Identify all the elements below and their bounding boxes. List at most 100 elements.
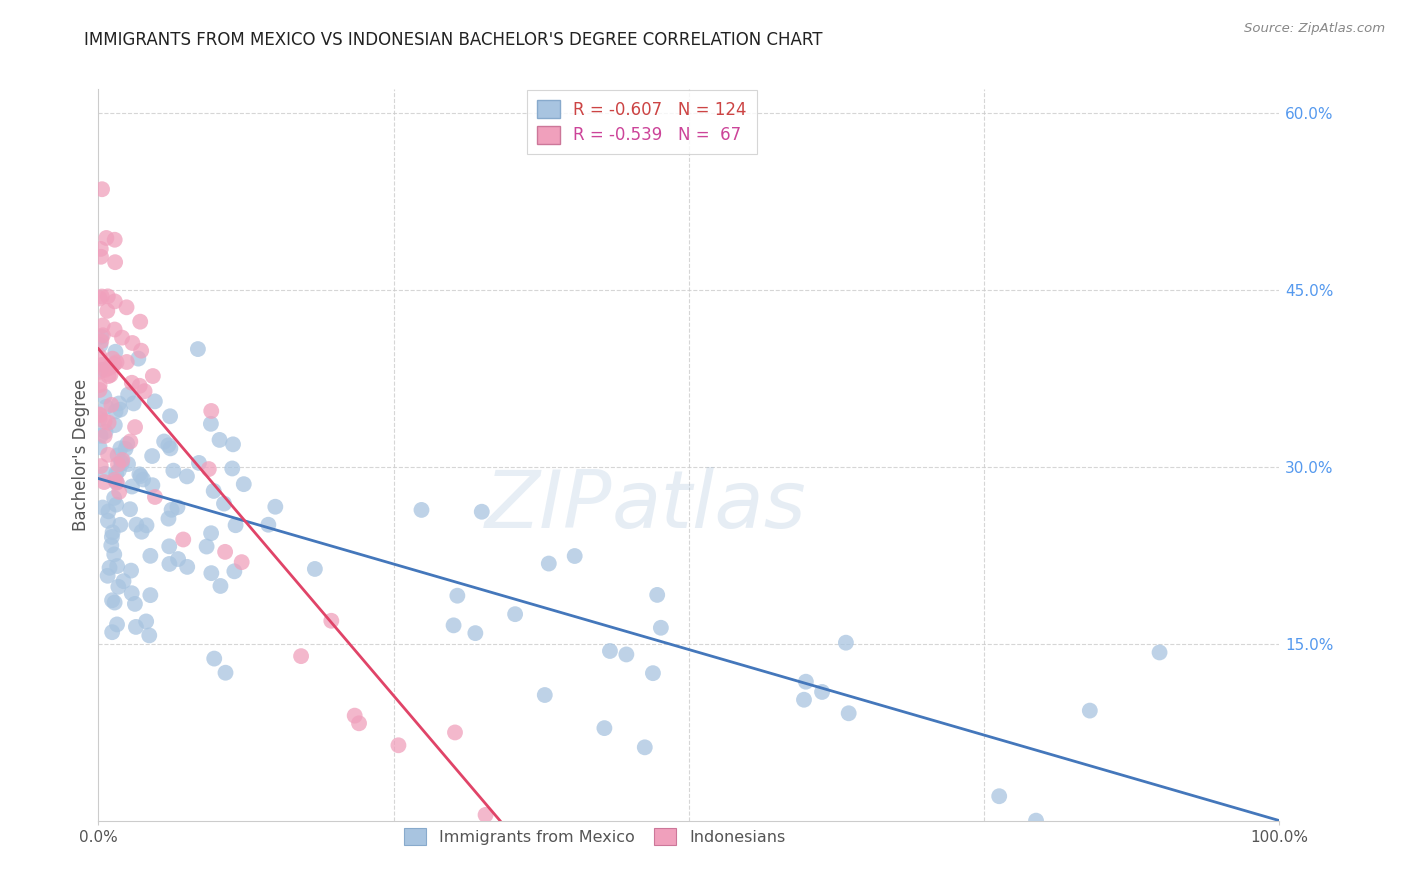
Point — [117, 457, 139, 471]
Point — [89, 365, 111, 379]
Point — [634, 740, 657, 755]
Point — [212, 497, 235, 511]
Point — [503, 607, 526, 622]
Point — [107, 458, 129, 472]
Point — [91, 358, 114, 372]
Point — [138, 628, 160, 642]
Point — [139, 588, 162, 602]
Point — [131, 524, 153, 539]
Point — [129, 343, 152, 358]
Point — [387, 739, 409, 753]
Point — [172, 533, 194, 547]
Text: Source: ZipAtlas.com: Source: ZipAtlas.com — [1244, 22, 1385, 36]
Point — [120, 434, 142, 449]
Point — [104, 473, 127, 487]
Point — [121, 479, 143, 493]
Point — [101, 525, 124, 540]
Point — [101, 625, 124, 640]
Point — [103, 357, 125, 371]
Point — [200, 417, 222, 431]
Point — [221, 461, 243, 475]
Point — [98, 561, 121, 575]
Point — [89, 408, 111, 422]
Point — [103, 547, 125, 561]
Point — [104, 344, 127, 359]
Point — [105, 475, 128, 490]
Point — [97, 416, 120, 430]
Point — [176, 469, 198, 483]
Point — [97, 568, 120, 582]
Point — [141, 478, 163, 492]
Point — [411, 503, 433, 517]
Point — [304, 562, 326, 576]
Point — [127, 351, 149, 366]
Point — [100, 368, 122, 382]
Point — [89, 408, 111, 422]
Point — [89, 292, 111, 306]
Point — [101, 359, 124, 373]
Point — [162, 464, 184, 478]
Point — [224, 564, 246, 578]
Point — [105, 467, 128, 481]
Text: atlas: atlas — [612, 467, 807, 545]
Point — [159, 442, 181, 456]
Point — [835, 636, 858, 650]
Point — [166, 500, 188, 515]
Point — [159, 409, 181, 424]
Point — [105, 355, 128, 369]
Point — [101, 351, 124, 366]
Point — [128, 467, 150, 482]
Point — [90, 459, 112, 474]
Text: ZIP: ZIP — [485, 467, 612, 545]
Point — [103, 491, 125, 505]
Point — [110, 455, 132, 469]
Point — [94, 363, 117, 377]
Point — [107, 580, 129, 594]
Point — [231, 555, 253, 569]
Point — [89, 412, 111, 426]
Point — [94, 425, 117, 439]
Point — [90, 242, 112, 256]
Point — [471, 505, 494, 519]
Point — [97, 289, 120, 303]
Point — [225, 518, 247, 533]
Point — [117, 437, 139, 451]
Point — [143, 490, 166, 504]
Point — [290, 649, 312, 664]
Point — [257, 517, 280, 532]
Point — [90, 289, 112, 303]
Point — [104, 233, 127, 247]
Point — [811, 685, 834, 699]
Point — [142, 369, 165, 384]
Point — [157, 511, 180, 525]
Point — [200, 566, 222, 581]
Point — [202, 651, 225, 665]
Point — [533, 688, 555, 702]
Point — [120, 564, 142, 578]
Point — [89, 440, 111, 454]
Point — [90, 250, 112, 264]
Point — [97, 504, 120, 518]
Point — [105, 617, 128, 632]
Point — [105, 559, 128, 574]
Point — [93, 429, 115, 443]
Point — [343, 708, 366, 723]
Point — [134, 384, 156, 399]
Legend: Immigrants from Mexico, Indonesians: Immigrants from Mexico, Indonesians — [395, 821, 793, 853]
Point — [110, 402, 132, 417]
Point — [101, 530, 124, 544]
Point — [104, 294, 127, 309]
Point — [118, 502, 141, 516]
Point — [89, 349, 111, 363]
Point — [97, 514, 120, 528]
Point — [446, 589, 468, 603]
Point — [593, 721, 616, 735]
Point — [129, 315, 152, 329]
Point — [650, 621, 672, 635]
Point — [94, 467, 117, 481]
Point — [132, 472, 155, 486]
Point — [794, 674, 817, 689]
Point — [90, 329, 112, 343]
Point — [104, 596, 127, 610]
Point — [122, 396, 145, 410]
